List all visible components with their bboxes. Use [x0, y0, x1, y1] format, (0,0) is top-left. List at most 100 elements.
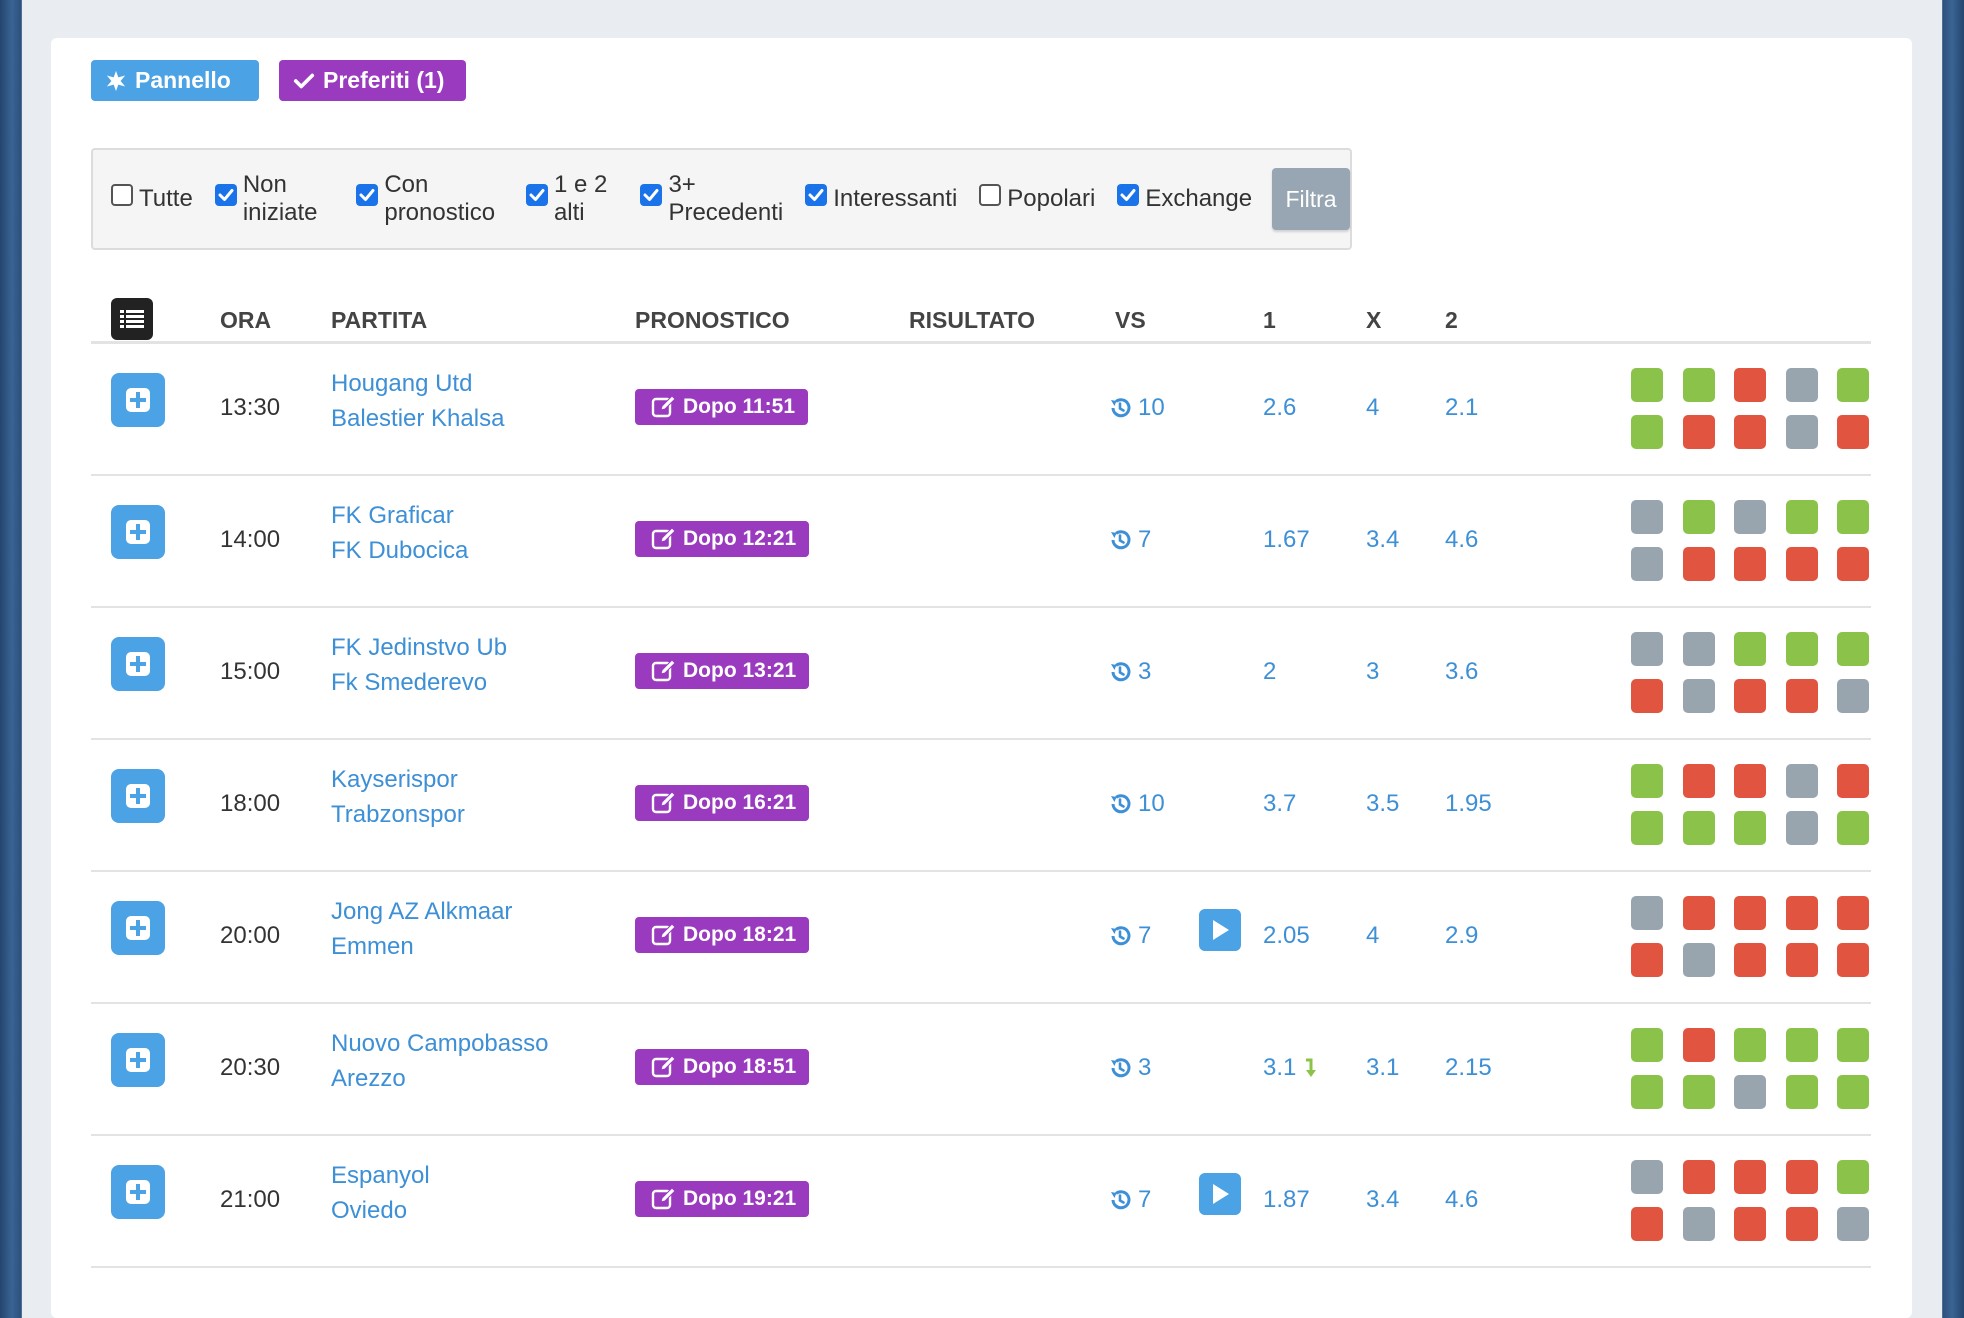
col-x[interactable]: X: [1366, 307, 1382, 333]
home-team-link[interactable]: FK Graficar: [331, 502, 454, 529]
expand-button[interactable]: [111, 1033, 165, 1087]
filter-1-e-2-alti[interactable]: 1 e 2 alti: [525, 171, 619, 227]
pannello-label: Pannello: [135, 67, 231, 93]
expand-button[interactable]: [111, 901, 165, 955]
home-team-link[interactable]: Jong AZ Alkmaar: [331, 898, 513, 925]
odds-x[interactable]: 3.5: [1366, 790, 1400, 817]
odds-x[interactable]: 3.4: [1366, 526, 1400, 553]
filter-popolari[interactable]: Popolari: [979, 184, 1095, 213]
vs-history[interactable]: 7: [1108, 1186, 1151, 1214]
odds-1[interactable]: 1.87: [1263, 1186, 1310, 1214]
odds-2[interactable]: 2.1: [1445, 394, 1479, 421]
filter-exchange[interactable]: Exchange: [1117, 184, 1253, 213]
vs-history[interactable]: 3: [1108, 1054, 1151, 1082]
odds-1[interactable]: 2.6: [1263, 394, 1296, 422]
expand-button[interactable]: [111, 637, 165, 691]
checkbox-checked[interactable]: [640, 184, 663, 206]
col-vs[interactable]: VS: [1115, 307, 1146, 333]
away-team-link[interactable]: Trabzonspor: [331, 801, 465, 828]
col-ora[interactable]: ORA: [220, 307, 272, 333]
filter-non-iniziate[interactable]: Non iniziate: [214, 171, 335, 227]
table-row: 21:00 Espanyol Oviedo Dopo 19:21 7 1.87 3.4 4.6: [91, 1135, 1871, 1268]
filter-3-precedenti[interactable]: 3+ Precedenti: [640, 171, 783, 227]
form-loss-square: [1786, 547, 1818, 581]
vs-count: 7: [1138, 526, 1152, 553]
vs-history[interactable]: 10: [1108, 394, 1165, 422]
odds-x[interactable]: 4: [1366, 922, 1380, 949]
pronostico-badge[interactable]: Dopo 11:51: [635, 389, 809, 425]
col-pronostico[interactable]: PRONOSTICO: [635, 307, 790, 333]
checkbox-checked[interactable]: [805, 184, 828, 206]
pronostico-badge[interactable]: Dopo 18:21: [635, 917, 810, 953]
col-partita[interactable]: PARTITA: [331, 307, 428, 333]
odds-x[interactable]: 3: [1366, 658, 1380, 685]
main-panel: Pannello Preferiti (1) Tutte Non iniziate…: [51, 38, 1912, 1318]
odds-x[interactable]: 3.1: [1366, 1054, 1400, 1081]
pronostico-badge[interactable]: Dopo 18:51: [635, 1049, 810, 1085]
form-loss-square: [1786, 679, 1818, 713]
checkbox-unchecked[interactable]: [979, 184, 1002, 206]
form-loss-square: [1683, 1028, 1715, 1062]
expand-button[interactable]: [111, 373, 165, 427]
odds-2[interactable]: 2.9: [1445, 922, 1479, 949]
odds-2[interactable]: 2.15: [1445, 1054, 1492, 1081]
odds-2[interactable]: 1.95: [1445, 790, 1492, 817]
checkbox-checked[interactable]: [525, 184, 548, 206]
filter-tutte[interactable]: Tutte: [111, 184, 193, 213]
home-team-link[interactable]: Hougang Utd: [331, 370, 473, 397]
vs-history[interactable]: 7: [1108, 922, 1151, 950]
edit-icon: [651, 527, 676, 550]
edit-icon: [651, 1055, 676, 1078]
expand-button[interactable]: [111, 1165, 165, 1219]
pronostico-badge[interactable]: Dopo 16:21: [635, 785, 810, 821]
col-2[interactable]: 2: [1445, 307, 1458, 333]
play-button[interactable]: [1199, 1173, 1241, 1215]
odds-1[interactable]: 3.1: [1263, 1054, 1318, 1082]
play-button[interactable]: [1199, 909, 1241, 951]
vs-history[interactable]: 10: [1108, 790, 1165, 818]
odds-2[interactable]: 4.6: [1445, 1186, 1479, 1213]
odds-2[interactable]: 4.6: [1445, 526, 1479, 553]
expand-button[interactable]: [111, 769, 165, 823]
col-risultato[interactable]: RISULTATO: [909, 307, 1036, 333]
form-win-square: [1837, 811, 1869, 845]
checkbox-checked[interactable]: [1117, 184, 1140, 206]
col-1[interactable]: 1: [1263, 307, 1276, 333]
odds-1[interactable]: 2.05: [1263, 922, 1310, 950]
vs-history[interactable]: 3: [1108, 658, 1151, 686]
away-team-link[interactable]: Arezzo: [331, 1065, 406, 1092]
away-team-link[interactable]: Emmen: [331, 933, 414, 960]
home-team-link[interactable]: Kayserispor: [331, 766, 458, 793]
odds-1[interactable]: 1.67: [1263, 526, 1310, 554]
pronostico-badge[interactable]: Dopo 12:21: [635, 521, 810, 557]
vs-history[interactable]: 7: [1108, 526, 1151, 554]
odds-x[interactable]: 3.4: [1366, 1186, 1400, 1213]
checkbox-unchecked[interactable]: [111, 184, 133, 206]
odds-1[interactable]: 3.7: [1263, 790, 1296, 818]
away-team-link[interactable]: Fk Smederevo: [331, 669, 488, 696]
form-win-square: [1837, 500, 1869, 534]
form-loss-square: [1837, 764, 1869, 798]
preferiti-button[interactable]: Preferiti (1): [279, 60, 467, 101]
home-team-link[interactable]: FK Jedinstvo Ub: [331, 634, 508, 661]
pronostico-badge[interactable]: Dopo 13:21: [635, 653, 810, 689]
checkbox-checked[interactable]: [214, 184, 237, 206]
odds-1[interactable]: 2: [1263, 658, 1276, 686]
expand-button[interactable]: [111, 505, 165, 559]
away-team-link[interactable]: FK Dubocica: [331, 537, 469, 564]
filtra-button[interactable]: Filtra: [1272, 168, 1350, 230]
pronostico-badge[interactable]: Dopo 19:21: [635, 1181, 810, 1217]
filter-label: Exchange: [1145, 185, 1253, 212]
home-team-link[interactable]: Nuovo Campobasso: [331, 1030, 549, 1057]
away-team-link[interactable]: Oviedo: [331, 1197, 408, 1224]
checkbox-checked[interactable]: [356, 184, 379, 206]
filter-interessanti[interactable]: Interessanti: [805, 184, 957, 213]
odds-x[interactable]: 4: [1366, 394, 1380, 421]
odds-2[interactable]: 3.6: [1445, 658, 1479, 685]
pannello-button[interactable]: Pannello: [91, 60, 259, 101]
home-team-link[interactable]: Espanyol: [331, 1162, 430, 1189]
away-team-link[interactable]: Balestier Khalsa: [331, 405, 505, 432]
list-icon[interactable]: [111, 298, 153, 340]
form-draw-square: [1683, 1207, 1715, 1241]
filter-con-pronostico[interactable]: Con pronostico: [356, 171, 504, 227]
